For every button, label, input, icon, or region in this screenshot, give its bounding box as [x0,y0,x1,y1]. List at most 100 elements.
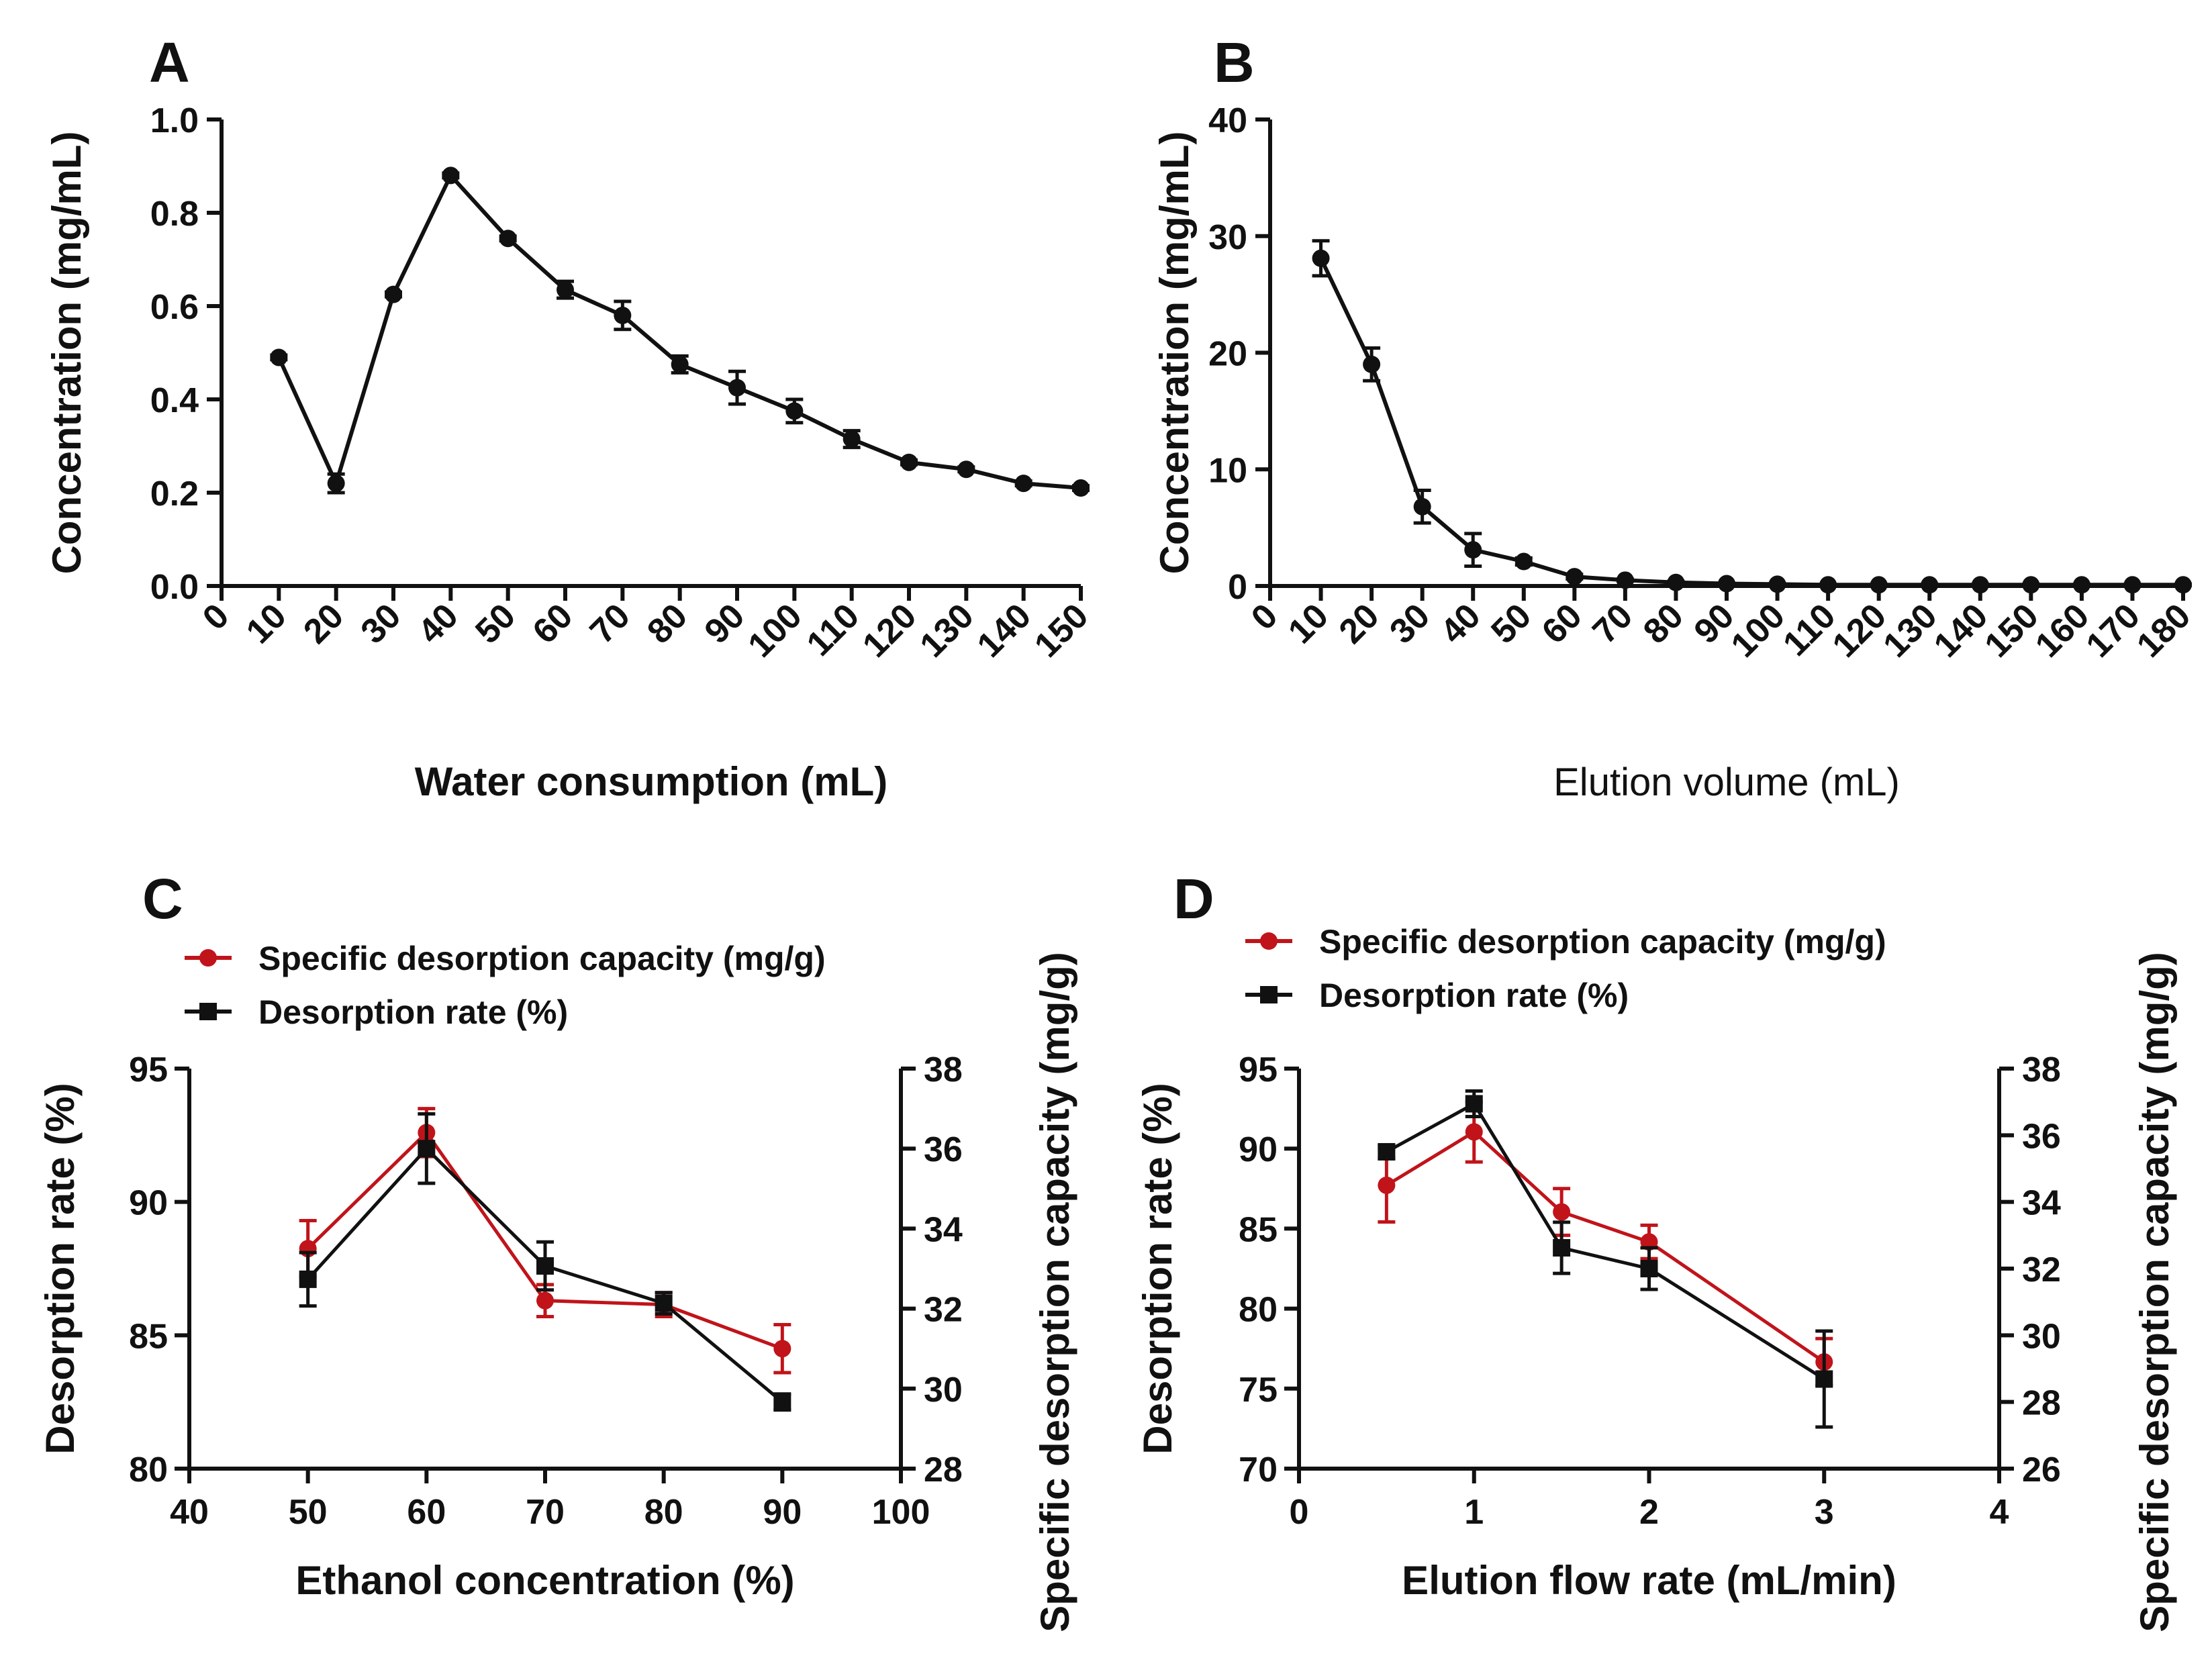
panel-d-x-tick-label: 0 [1290,1493,1309,1532]
panel-b-y-tick-label: 0 [1228,568,1247,607]
panel-d-x-tick-label: 2 [1639,1493,1659,1532]
panel-b-data-point [2123,576,2142,594]
panel-b-data-point [1819,576,1837,594]
panel-d-right-y-tick-label: 34 [2022,1184,2061,1223]
panel-d-left-y-tick-label: 85 [1239,1210,1278,1249]
panel-d-right-y-axis-title: Specific desorption capacity (mg/g) [2132,952,2177,1632]
panel-c-legend-label: Specific desorption capacity (mg/g) [258,940,826,977]
panel-d-data-point [1815,1370,1833,1388]
panel-a-data-point [557,281,574,299]
panel-d-x-tick-label: 1 [1464,1493,1484,1532]
panel-d-left-y-tick-label: 90 [1239,1130,1278,1169]
panel-c-right-y-axis-title: Specific desorption capacity (mg/g) [1032,952,1077,1632]
panel-c-x-tick-label: 40 [170,1493,209,1532]
panel-label-c: C [142,867,183,930]
panel-a-data-point [270,348,288,366]
panel-c-right-y-tick-label: 36 [924,1130,963,1169]
panel-c-data-point [655,1294,673,1312]
panel-a-x-tick-label: 40 [411,596,466,651]
panel-b-x-tick-label: 40 [1433,596,1488,651]
panel-a-x-tick-label: 110 [800,596,867,663]
panel-c-legend-marker [199,1003,217,1020]
panel-d-legend-label: Desorption rate (%) [1319,977,1629,1014]
panel-d-right-y-tick-label: 38 [2022,1050,2061,1089]
panel-a-y-tick-label: 1.0 [150,101,199,140]
panel-c-legend-label: Desorption rate (%) [258,993,568,1031]
panel-b-data-point [1870,576,1888,594]
panel-b-y-tick-label: 20 [1208,335,1247,374]
panel-a-data-point [442,166,460,185]
panel-d-data-point [1465,1095,1483,1113]
panel-b-y-tick-label: 10 [1208,451,1247,490]
panel-d-data-point [1465,1123,1483,1141]
panel-a-x-tick-label: 60 [526,596,581,651]
panel-b-x-tick-label: 0 [1244,596,1285,637]
panel-a-y-tick-label: 0.6 [150,288,199,327]
panel-a-x-tick-label: 140 [970,596,1039,665]
panel-b-data-point [1667,573,1685,591]
panel-c-right-y-tick-label: 34 [924,1210,963,1249]
panel-d-series-line [1386,1130,1825,1364]
panel-a-data-point [614,306,632,324]
panel-d-right-y-tick-label: 32 [2022,1250,2061,1289]
panel-b-y-tick-label: 40 [1208,101,1247,140]
panel-a-data-point [900,453,918,471]
panel-a-data-point [1014,475,1032,493]
panel-c-chart: 80 85 90 95 28 30 32 34 36 38 40 50 60 70 80 90 100 Ethan… [38,940,1077,1632]
panel-b-y-axis-title: Concentration (mg/mL) [1152,132,1197,575]
panel-a-data-point [1072,479,1090,497]
panel-b-data-point [1464,541,1482,559]
panel-label-a: A [149,31,190,94]
panel-a-data-point [728,379,746,397]
panel-d-right-y-tick-label: 26 [2022,1451,2061,1489]
panel-d-left-y-tick-label: 70 [1239,1451,1278,1489]
panel-c-data-point [773,1393,791,1411]
panel-b-data-point [1768,575,1786,593]
panel-b-x-tick-label: 70 [1585,596,1640,651]
panel-d-data-point [1378,1142,1396,1161]
panel-b-y-tick-label: 30 [1208,218,1247,257]
panel-a-data-point [957,460,975,479]
panel-b-data-point [1413,497,1431,515]
panel-c-x-tick-label: 80 [644,1493,683,1532]
panel-a-data-point [327,475,345,493]
panel-a-data-point [385,285,402,303]
panel-d-data-point [1640,1260,1658,1277]
panel-a-x-tick-label: 120 [855,596,924,665]
panel-b-x-tick-label: 30 [1382,596,1437,651]
panel-c-right-y-tick-label: 30 [924,1371,963,1410]
panel-b-data-point [1514,552,1533,571]
panel-c-x-tick-label: 90 [763,1493,802,1532]
panel-a-chart: 0.0 0.2 0.4 0.6 0.8 1.0 0 10 20 30 40 50 60 70 80 90100… [44,101,1096,804]
panel-b-data-point [1312,249,1330,267]
panel-a-data-point [785,402,804,420]
panel-b-data-point [1616,571,1634,589]
panel-b-data-point [2174,576,2192,594]
panel-b-data-point [1971,576,1989,594]
panel-b-x-axis-title: Elution volume (mL) [1553,760,1900,804]
panel-b-x-tick-label: 180 [2129,596,2198,665]
panel-b-x-tick-label: 50 [1484,596,1539,651]
panel-d-left-y-tick-label: 95 [1239,1050,1278,1089]
panel-b-chart: 0102030400102030405060708090100110120130… [1152,101,2198,804]
panel-a-data-point [499,230,517,248]
panel-c-left-y-tick-label: 95 [129,1050,168,1089]
panel-b-series-line [1318,257,2183,587]
panel-a-x-tick-label: 0 [195,596,236,637]
panel-c-right-y-tick-label: 32 [924,1291,963,1330]
panel-a-series-line [277,172,1081,491]
panel-d-right-y-tick-label: 30 [2022,1317,2061,1356]
panel-d-left-y-tick-label: 80 [1239,1291,1278,1330]
panel-d-data-point [1553,1203,1571,1221]
panel-a-x-tick-label: 100 [740,596,809,665]
panel-d-legend-marker [1260,986,1278,1003]
panel-d-right-y-tick-label: 36 [2022,1117,2061,1156]
panel-a-data-point [671,355,689,373]
panel-d-legend-marker [1260,932,1278,950]
panel-c-data-point [773,1340,791,1358]
panel-a-x-tick-label: 20 [296,596,351,651]
panel-a-x-tick-label: 70 [583,596,638,651]
panel-a-x-tick-label: 10 [239,596,294,651]
